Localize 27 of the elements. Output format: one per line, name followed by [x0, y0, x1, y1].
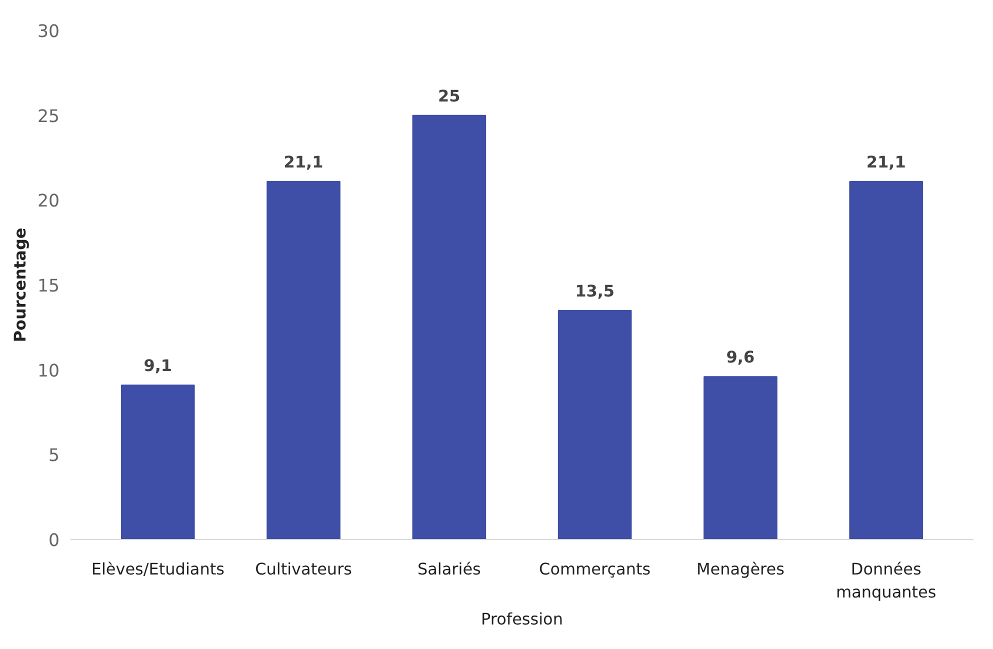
y-tick-label: 5: [48, 446, 60, 466]
bar: [120, 384, 195, 540]
x-tick-label: Cultivateurs: [255, 560, 352, 578]
x-tick-label: Elèves/Etudiants: [91, 560, 224, 578]
bar: [266, 181, 340, 540]
bar: [704, 376, 778, 540]
x-tick-label: Menagères: [696, 560, 784, 578]
x-axis-title: Profession: [481, 609, 563, 628]
bar: [558, 310, 632, 540]
data-label: 25: [438, 86, 460, 106]
data-label: 13,5: [575, 281, 615, 300]
y-tick-label: 15: [37, 276, 60, 296]
x-tick-label: Données manquantes: [836, 560, 936, 602]
y-tick-label: 0: [48, 531, 60, 551]
y-tick-label: 30: [37, 22, 60, 42]
y-tick-label: 25: [37, 106, 60, 127]
data-label: 9,6: [726, 348, 755, 367]
y-axis-title: Pourcentage: [10, 228, 30, 342]
x-tick-label: Commerçants: [539, 560, 651, 578]
bar: [412, 114, 486, 540]
bar: [849, 181, 924, 540]
x-tick-label: Salariés: [417, 560, 481, 578]
data-label: 9,1: [144, 356, 172, 376]
data-label: 21,1: [284, 152, 324, 172]
y-tick-label: 20: [37, 192, 60, 212]
data-label: 21,1: [866, 152, 906, 172]
y-tick-label: 10: [37, 361, 60, 382]
